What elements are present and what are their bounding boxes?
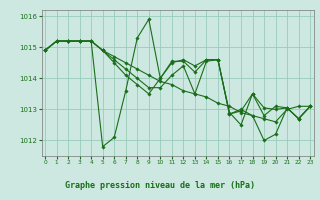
Text: Graphe pression niveau de la mer (hPa): Graphe pression niveau de la mer (hPa): [65, 182, 255, 190]
